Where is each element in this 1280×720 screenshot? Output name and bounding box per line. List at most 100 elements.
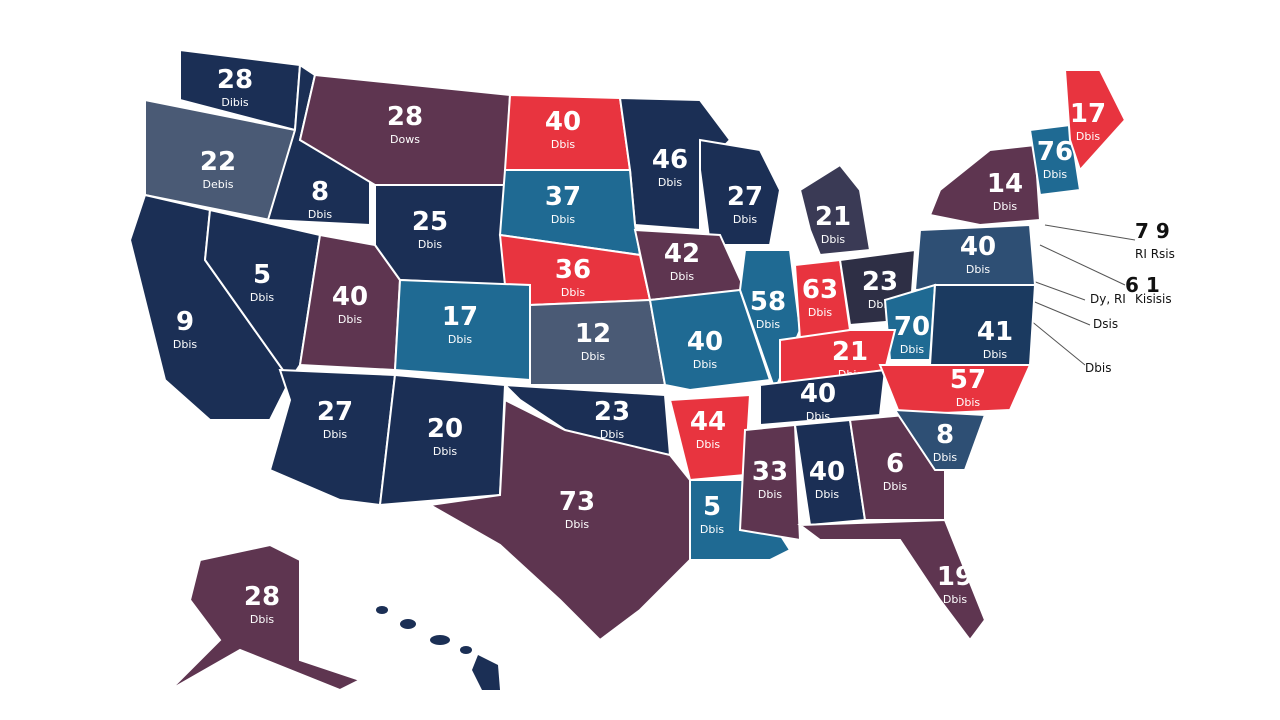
state-value: 28 [244, 582, 280, 612]
state-sublabel: Dbis [581, 350, 606, 363]
state-value: 36 [555, 255, 591, 285]
state-sublabel: Dbis [561, 286, 586, 299]
state-sublabel: Dbis [700, 523, 725, 536]
state-value: 40 [545, 107, 581, 137]
hawaii-islands [376, 606, 500, 690]
state-sublabel: Dbis [733, 213, 758, 226]
state-sublabel: Dbis [565, 518, 590, 531]
state-value: 42 [664, 239, 700, 269]
state-sublabel: Dbis [173, 338, 198, 351]
state-sublabel: Debis [202, 178, 233, 191]
annotation-leaders [1029, 224, 1136, 366]
state-value: 37 [545, 182, 581, 212]
state-value: 8 [936, 420, 954, 450]
state-sublabel: Dows [390, 133, 420, 146]
state-sublabel: Dbis [323, 428, 348, 441]
state-value: 17 [1070, 99, 1106, 129]
state-sublabel: Dbis [883, 480, 908, 493]
state-value: 73 [559, 487, 595, 517]
state-value: 40 [960, 232, 996, 262]
state-value: 40 [800, 379, 836, 409]
state-value: 33 [752, 457, 788, 487]
state-value: 17 [442, 302, 478, 332]
state-shape [878, 364, 1032, 417]
state-shape [928, 143, 1042, 227]
state-sublabel: Dbis [900, 343, 925, 356]
state-sublabel: Dbis [338, 313, 363, 326]
state-shape [797, 518, 987, 642]
state-value: 41 [977, 317, 1013, 347]
state-value: 22 [200, 147, 236, 177]
state-shape [426, 398, 691, 642]
state-shape [648, 288, 772, 392]
state-sublabel: Dbis [693, 358, 718, 371]
state-sublabel: Dbis [815, 488, 840, 501]
state-sublabel: Dbis [956, 396, 981, 409]
state-value: 21 [832, 337, 868, 367]
annotation: Dbis [1085, 361, 1111, 375]
state-value: 5 [703, 492, 721, 522]
state-sublabel: Dbis [670, 270, 695, 283]
state-value: 40 [332, 282, 368, 312]
state-sublabel: Dbis [821, 233, 846, 246]
state-value: 28 [217, 65, 253, 95]
state-sublabel: Dbis [758, 488, 783, 501]
state-value: 20 [427, 414, 463, 444]
state-value: 6 [886, 449, 904, 479]
state-sublabel: Dbis [600, 428, 625, 441]
state-sublabel: Dbis [551, 138, 576, 151]
annotation: 6 1 [1125, 273, 1160, 297]
state-value: 12 [575, 319, 611, 349]
state-shape [759, 368, 887, 427]
state-sublabel: Dbis [993, 200, 1018, 213]
state-sublabel: Dbis [418, 238, 443, 251]
state-sublabel: Dbis [250, 613, 275, 626]
state-value: 21 [815, 202, 851, 232]
state-sublabel: Dbis [756, 318, 781, 331]
state-sublabel: Dbis [658, 176, 683, 189]
state-value: 14 [987, 169, 1023, 199]
state-shape [169, 543, 363, 692]
state-value: 23 [862, 267, 898, 297]
annotation: Dsis [1093, 317, 1118, 331]
state-sublabel: Dbis [943, 593, 968, 606]
state-value: 5 [253, 260, 271, 290]
state-shape [738, 423, 802, 542]
state-shape [1063, 69, 1127, 172]
state-value: 8 [311, 177, 329, 207]
state-value: 70 [894, 312, 930, 342]
state-value: 40 [687, 327, 723, 357]
state-value: 25 [412, 207, 448, 237]
state-value: 28 [387, 102, 423, 132]
state-sublabel: Dbis [433, 445, 458, 458]
state-value: 9 [176, 307, 194, 337]
state-value: 27 [727, 182, 763, 212]
state-sublabel: Dbis [806, 410, 831, 423]
state-sublabel: Dbis [808, 306, 833, 319]
state-value: 27 [317, 397, 353, 427]
state-sublabel: Dbis [250, 291, 275, 304]
state-sublabel: Dbis [308, 208, 333, 221]
